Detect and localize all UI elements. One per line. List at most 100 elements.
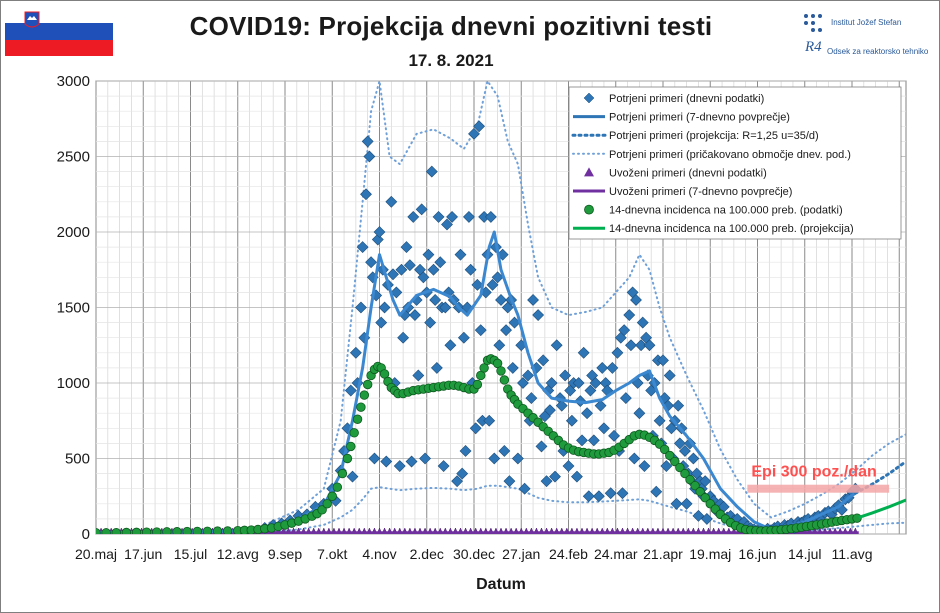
- chart-title: COVID19: Projekcija dnevni pozitivni tes…: [189, 11, 713, 41]
- daily-case-marker: [537, 354, 550, 367]
- incidence-marker: [212, 526, 223, 534]
- daily-case-marker: [517, 377, 529, 389]
- daily-case-marker: [660, 460, 673, 472]
- x-tick-label: 27.jan: [502, 546, 540, 562]
- incidence-marker: [101, 528, 111, 534]
- daily-case-marker: [454, 248, 467, 261]
- incidence-marker: [690, 480, 700, 491]
- daily-case-marker: [577, 346, 590, 359]
- daily-case-marker: [417, 271, 430, 284]
- incidence-projection-line: [858, 498, 906, 519]
- incidence-marker: [362, 379, 373, 390]
- legend-label: Uvoženi primeri (dnevni podatki): [609, 167, 767, 179]
- daily-case-marker: [368, 452, 381, 465]
- daily-case-marker: [623, 309, 636, 321]
- legend-entry: Potrjeni primeri (pričakovano območje dn…: [572, 149, 851, 161]
- daily-case-marker: [409, 309, 421, 321]
- daily-case-marker: [493, 339, 506, 352]
- ijs-logo-icon: [804, 14, 822, 32]
- incidence-marker: [700, 493, 710, 503]
- daily-case-marker: [390, 286, 403, 299]
- legend-box: [568, 86, 902, 240]
- legend-circle-icon: [584, 204, 594, 215]
- daily-case-marker: [405, 455, 418, 468]
- x-tick-label: 20.maj: [75, 546, 117, 562]
- daily-case-marker: [604, 487, 617, 500]
- daily-case-marker: [643, 339, 656, 352]
- daily-case-marker: [619, 392, 632, 405]
- daily-case-marker: [550, 339, 563, 352]
- daily-case-marker: [680, 497, 693, 510]
- daily-case-marker: [670, 497, 683, 510]
- legend-entry: 14-dnevna incidenca na 100.000 preb. (pr…: [573, 223, 854, 235]
- daily-case-marker: [576, 434, 588, 447]
- chart-legend: Potrjeni primeri (dnevni podatki) Potrjen…: [568, 86, 902, 240]
- x-tick-label: 19.maj: [689, 546, 731, 562]
- daily-case-marker: [469, 422, 482, 435]
- y-tick-label: 0: [82, 526, 90, 543]
- plot-axes: 0 500 1000 1500 2000 2500 3000 20.maj 17.jun 15.j…: [57, 73, 873, 562]
- x-tick-label: 7.okt: [317, 546, 347, 562]
- daily-case-marker: [635, 339, 647, 352]
- daily-case-marker: [407, 210, 420, 223]
- incidence-marker: [356, 402, 366, 412]
- daily-case-marker: [679, 445, 691, 457]
- daily-case-marker: [375, 316, 388, 329]
- daily-case-marker: [544, 404, 556, 417]
- daily-case-marker: [503, 475, 516, 488]
- y-tick-label: 2000: [57, 224, 90, 241]
- y-tick-label: 500: [65, 451, 90, 468]
- daily-case-marker: [618, 324, 631, 337]
- incidence-marker: [472, 379, 483, 390]
- daily-case-marker: [630, 294, 642, 306]
- y-tick-label: 3000: [57, 73, 90, 90]
- daily-case-marker: [365, 256, 377, 269]
- x-tick-label: 24.feb: [549, 546, 588, 562]
- daily-case-marker: [555, 399, 568, 412]
- daily-case-marker: [373, 226, 386, 238]
- daily-case-marker: [663, 369, 676, 382]
- daily-case-marker: [387, 268, 399, 281]
- legend-label: Potrjeni primeri (pričakovano območje dn…: [609, 149, 851, 161]
- daily-case-marker: [483, 414, 496, 427]
- daily-case-marker: [495, 294, 507, 306]
- daily-case-marker: [397, 331, 410, 344]
- plot-annotation: Epi 300 poz./dan: [747, 464, 890, 493]
- incidence-marker: [322, 499, 332, 509]
- daily-case-marker: [587, 434, 600, 447]
- incidence-marker: [680, 468, 690, 479]
- daily-case-marker: [491, 271, 504, 284]
- daily-case-marker: [672, 399, 685, 412]
- y-tick-label: 2500: [57, 149, 90, 166]
- incidence-marker: [675, 462, 685, 473]
- daily-case-marker: [525, 392, 538, 405]
- daily-case-marker: [422, 248, 435, 261]
- daily-case-marker: [444, 339, 457, 352]
- daily-case-marker: [464, 263, 477, 276]
- daily-case-marker: [360, 188, 372, 201]
- incidence-marker: [349, 428, 359, 438]
- daily-case-marker: [344, 384, 357, 397]
- daily-case-marker: [581, 407, 593, 420]
- legend-entry: Potrjeni primeri (projekcija: R=1,25 u=3…: [571, 130, 819, 142]
- incidence-marker: [141, 527, 152, 534]
- daily-case-marker: [484, 210, 497, 223]
- daily-case-marker: [412, 369, 425, 382]
- daily-case-marker: [473, 120, 485, 133]
- incidence-marker: [121, 527, 132, 534]
- x-tick-label: 12.avg: [217, 546, 259, 562]
- daily-case-marker: [545, 377, 558, 389]
- chart-date: 17. 8. 2021: [408, 51, 494, 70]
- legend-diamond-icon: [583, 92, 595, 104]
- daily-case-marker: [441, 218, 453, 231]
- x-tick-label: 21.apr: [643, 546, 683, 562]
- incidence-marker: [172, 527, 182, 534]
- daily-case-marker: [419, 452, 431, 465]
- daily-case-marker: [608, 429, 620, 442]
- daily-case-marker: [380, 455, 393, 468]
- daily-case-marker: [616, 487, 629, 500]
- incidence-marker: [332, 482, 343, 492]
- daily-case-marker: [393, 460, 406, 472]
- epi-threshold-band: [747, 484, 890, 493]
- daily-case-marker: [356, 241, 369, 254]
